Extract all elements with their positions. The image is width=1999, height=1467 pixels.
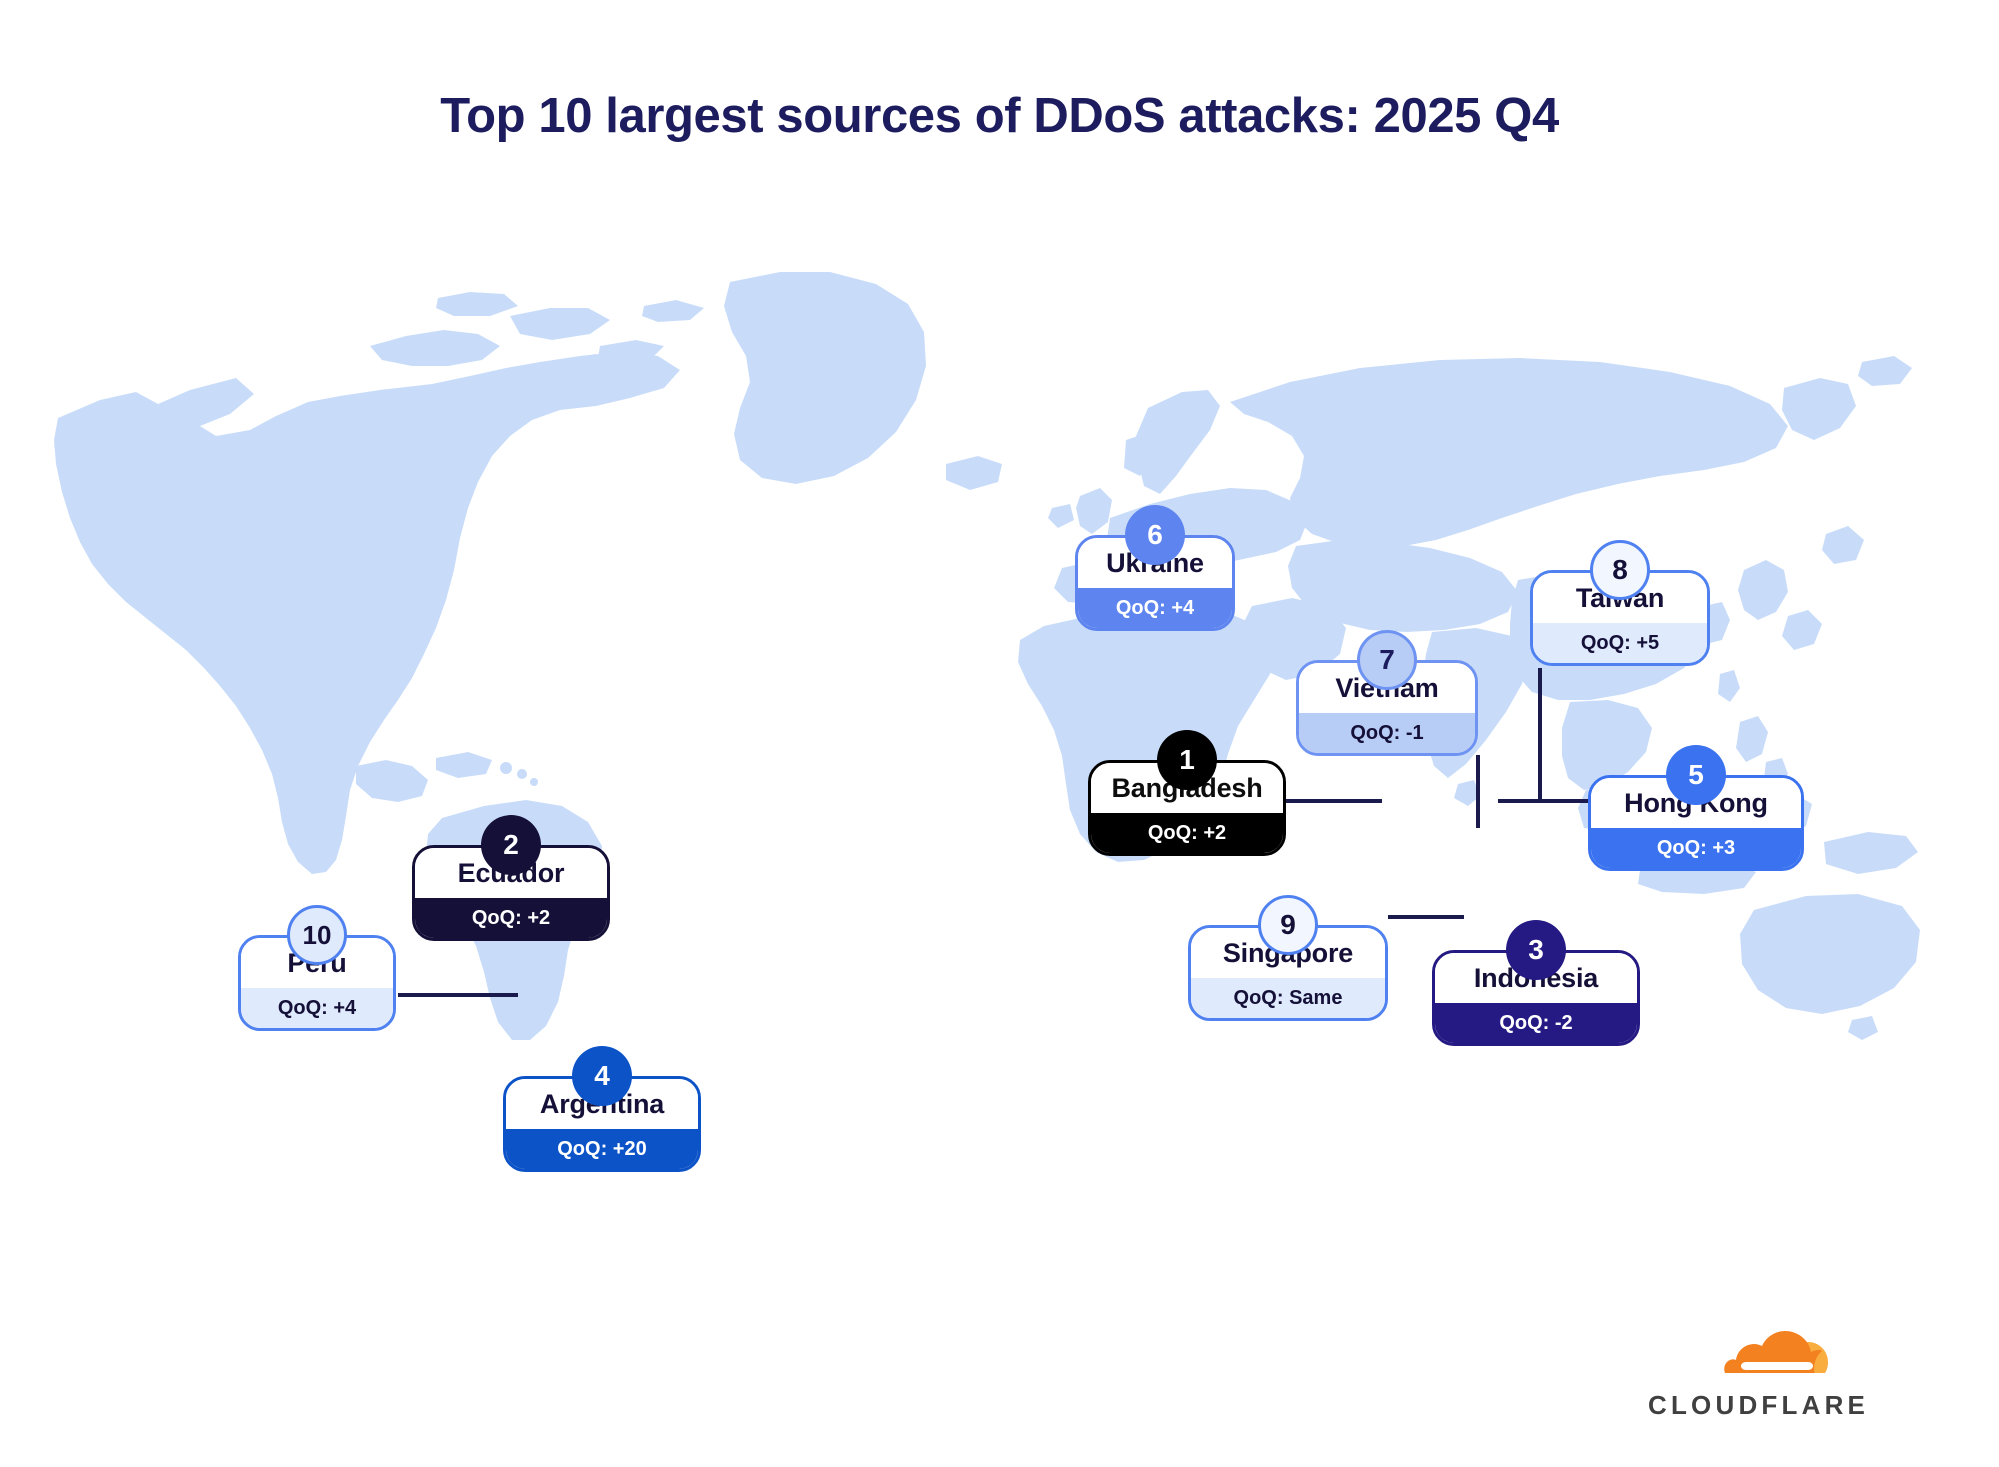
rank-badge-5: 5 (1666, 745, 1726, 805)
rank-badge-10: 10 (287, 905, 347, 965)
qoq-value: QoQ: -1 (1299, 713, 1475, 753)
qoq-value: QoQ: +4 (1078, 588, 1232, 628)
qoq-value: QoQ: +5 (1533, 623, 1707, 663)
rank-badge-label: 6 (1147, 519, 1163, 550)
card-singapore[interactable]: 9 Singapore QoQ: Same (1188, 895, 1388, 1021)
rank-badge-label: 8 (1612, 554, 1628, 585)
card-peru[interactable]: 10 Peru QoQ: +4 (238, 905, 396, 1031)
cloudflare-logo: CLOUDFLARE (1648, 1318, 1900, 1428)
card-bangladesh[interactable]: 1 Bangladesh QoQ: +2 (1088, 730, 1286, 856)
rank-badge-1: 1 (1157, 730, 1217, 790)
rank-badge-2: 2 (481, 815, 541, 875)
qoq-value: QoQ: +3 (1591, 828, 1801, 868)
rank-badge-8: 8 (1590, 540, 1650, 600)
rank-badge-label: 10 (302, 919, 332, 950)
rank-badge-4: 4 (572, 1046, 632, 1106)
card-hong-kong[interactable]: 5 Hong Kong QoQ: +3 (1588, 745, 1804, 871)
card-ukraine[interactable]: 6 Ukraine QoQ: +4 (1075, 505, 1235, 631)
rank-badge-9: 9 (1258, 895, 1318, 955)
rank-badge-label: 7 (1379, 644, 1395, 675)
qoq-value: QoQ: +4 (241, 988, 393, 1028)
card-ecuador[interactable]: 2 Ecuador QoQ: +2 (412, 815, 610, 941)
rank-badge-6: 6 (1125, 505, 1185, 565)
qoq-value: QoQ: +20 (506, 1129, 698, 1169)
card-argentina[interactable]: 4 Argentina QoQ: +20 (503, 1046, 701, 1172)
rank-badge-3: 3 (1506, 920, 1566, 980)
rank-badge-label: 2 (503, 829, 519, 860)
card-taiwan[interactable]: 8 Taiwan QoQ: +5 (1530, 540, 1710, 666)
rank-badge-label: 1 (1179, 744, 1195, 775)
qoq-value: QoQ: +2 (1091, 813, 1283, 853)
cloudflare-wordmark: CLOUDFLARE (1648, 1390, 1869, 1420)
qoq-value: QoQ: +2 (415, 898, 607, 938)
rank-badge-label: 5 (1688, 759, 1704, 790)
page-title: Top 10 largest sources of DDoS attacks: … (440, 89, 1559, 143)
card-indonesia[interactable]: 3 Indonesia QoQ: -2 (1432, 920, 1640, 1046)
qoq-value: QoQ: Same (1191, 978, 1385, 1018)
qoq-value: QoQ: -2 (1435, 1003, 1637, 1043)
rank-badge-label: 3 (1528, 934, 1544, 965)
cloudflare-swoosh-icon (1741, 1362, 1813, 1370)
rank-badge-label: 9 (1280, 909, 1296, 940)
rank-badge-label: 4 (594, 1060, 610, 1091)
card-vietnam[interactable]: 7 Vietnam QoQ: -1 (1296, 630, 1478, 756)
rank-badge-7: 7 (1357, 630, 1417, 690)
